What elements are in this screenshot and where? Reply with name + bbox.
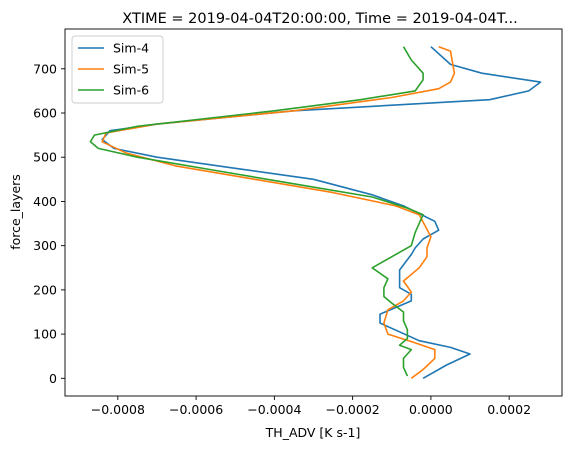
- series-layer: [89, 45, 542, 379]
- x-axis-label: TH_ADV [K s-1]: [265, 425, 361, 440]
- y-axis-ticks: 0 100 200 300 400 500 600 700: [33, 61, 65, 386]
- y-tick-label: 400: [33, 194, 57, 209]
- x-tick-label: 0.0002: [487, 402, 531, 417]
- x-tick-label: −0.0008: [91, 402, 145, 417]
- y-tick-label: 0: [49, 371, 57, 386]
- y-axis-label: force_layers: [8, 174, 23, 250]
- y-tick-label: 600: [33, 106, 57, 121]
- plot-frame: [64, 28, 563, 397]
- x-tick-label: −0.0002: [326, 402, 380, 417]
- chart-title: XTIME = 2019-04-04T20:00:00, Time = 2019…: [122, 11, 517, 27]
- legend-label: Sim-6: [113, 83, 149, 98]
- x-tick-label: −0.0006: [169, 402, 223, 417]
- y-tick-label: 100: [33, 327, 57, 342]
- y-tick-label: 300: [33, 238, 57, 253]
- legend: Sim-4 Sim-5 Sim-6: [71, 35, 164, 104]
- series-line-5: [101, 45, 456, 379]
- series-line-6: [89, 46, 424, 377]
- x-axis-ticks: −0.0008 −0.0006 −0.0004 −0.0002 0.0000 0.0002: [91, 396, 531, 417]
- x-tick-label: 0.0000: [409, 402, 453, 417]
- legend-box: [71, 35, 164, 104]
- legend-label: Sim-5: [113, 62, 149, 77]
- legend-label: Sim-4: [113, 41, 149, 56]
- x-tick-label: −0.0004: [247, 402, 301, 417]
- legend-entries: Sim-4 Sim-5 Sim-6: [78, 41, 149, 98]
- y-tick-label: 200: [33, 282, 57, 297]
- y-tick-label: 500: [33, 150, 57, 165]
- y-tick-label: 700: [33, 61, 57, 76]
